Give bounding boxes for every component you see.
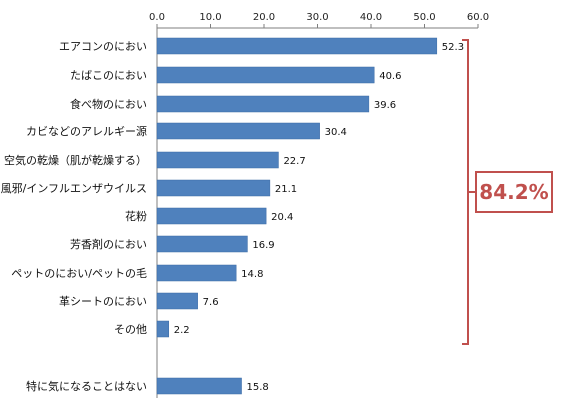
x-tick-label: 60.0	[467, 12, 489, 23]
category-labels: エアコンのにおいたばこのにおい食べ物のにおいカビなどのアレルギー源空気の乾燥（肌…	[1, 40, 147, 393]
x-tick-label: 50.0	[413, 12, 435, 23]
value-label: 52.3	[442, 42, 464, 53]
category-label: 空気の乾燥（肌が乾燥する）	[4, 153, 147, 167]
value-label: 20.4	[271, 212, 293, 223]
category-label: 芳香剤のにおい	[70, 237, 147, 251]
bar	[156, 179, 271, 197]
category-label: カビなどのアレルギー源	[26, 124, 147, 138]
value-label: 7.6	[203, 297, 219, 308]
bar	[156, 207, 267, 225]
category-label: その他	[114, 323, 147, 336]
category-label: 特に気になることはない	[26, 379, 147, 393]
bracket-line	[462, 39, 469, 345]
bar	[156, 320, 170, 338]
category-label: エアコンのにおい	[59, 40, 147, 53]
value-label: 40.6	[379, 71, 401, 82]
category-label: 革シートのにおい	[59, 294, 147, 308]
summary-callout: 84.2%	[475, 171, 553, 213]
bar	[156, 151, 279, 169]
x-axis-ticks: 0.0 10.0 20.0 30.0 40.0 50.0 60.0	[149, 12, 489, 23]
value-label: 21.1	[275, 184, 297, 195]
callout-box	[475, 171, 553, 213]
x-tick-label: 20.0	[253, 12, 275, 23]
summary-bracket	[462, 39, 476, 345]
x-tick-label: 10.0	[199, 12, 221, 23]
category-label: 食べ物のにおい	[70, 97, 147, 111]
value-label: 16.9	[252, 240, 274, 251]
bar	[156, 37, 438, 55]
x-tick-label: 40.0	[360, 12, 382, 23]
category-label: ペットのにおい/ペットの毛	[11, 267, 147, 280]
category-label: 花粉	[125, 210, 147, 223]
bar	[156, 264, 237, 282]
value-label: 15.8	[247, 382, 269, 393]
bar	[156, 377, 242, 395]
value-label: 2.2	[174, 325, 190, 336]
category-label: 風邪/インフルエンザウイルス	[1, 182, 147, 195]
bar	[156, 66, 375, 84]
x-tick-label: 0.0	[149, 12, 165, 23]
bars	[156, 37, 438, 395]
category-label: たばこのにおい	[70, 69, 147, 82]
value-label: 30.4	[325, 127, 347, 138]
value-label: 14.8	[241, 269, 263, 280]
value-label: 22.7	[283, 156, 305, 167]
bar	[156, 122, 320, 140]
bar	[156, 235, 248, 253]
value-labels: 52.3 40.6 39.6 30.4 22.7 21.1 20.4 16.9 14.8 7.6 2…	[174, 42, 464, 393]
bar	[156, 95, 370, 113]
value-label: 39.6	[374, 100, 396, 111]
callout-text: 84.2%	[479, 180, 548, 204]
bar	[156, 292, 198, 310]
x-tick-label: 30.0	[306, 12, 328, 23]
